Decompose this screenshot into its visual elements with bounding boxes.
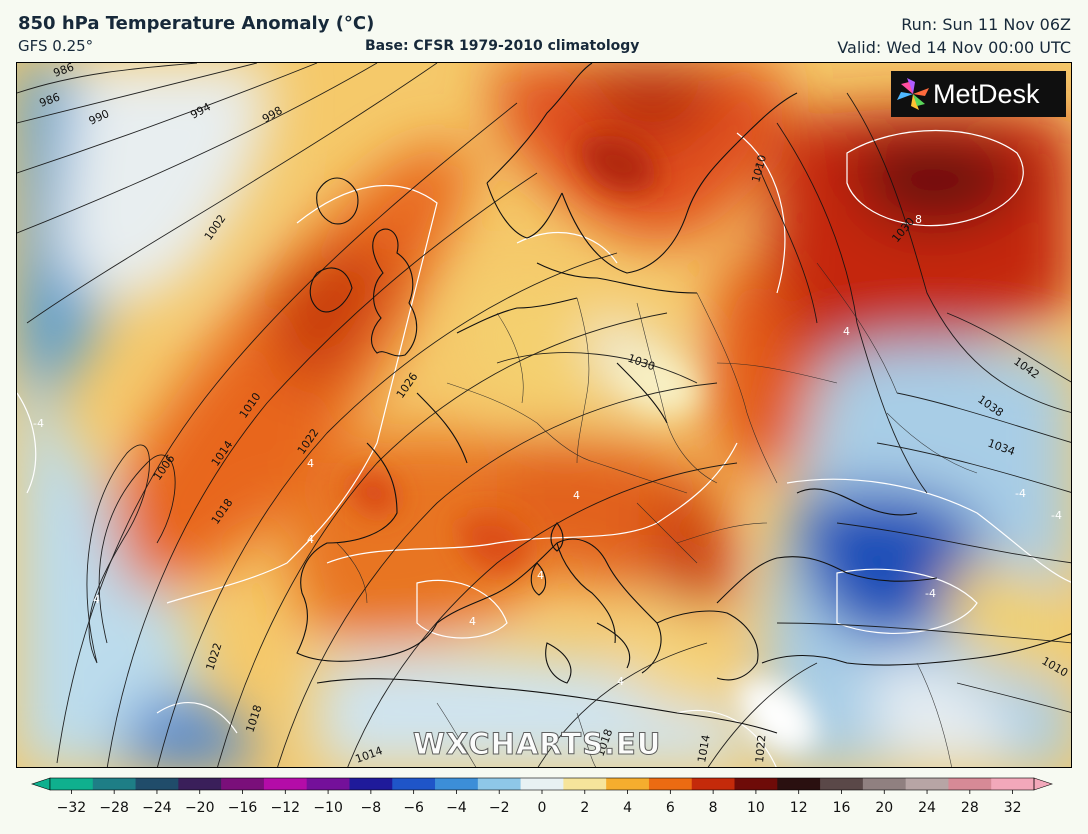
colorbar-swatch — [221, 778, 265, 790]
anomaly-label: 4 — [93, 593, 100, 606]
colorbar-tick-label: 4 — [623, 800, 632, 816]
anomaly-label: 4 — [617, 675, 624, 688]
wxcharts-watermark: WXCHARTS.EU — [412, 727, 662, 762]
colorbar-swatch — [948, 778, 992, 790]
colorbar-swatch — [563, 778, 607, 790]
colorbar-swatch — [306, 778, 350, 790]
colorbar-tick-label: 20 — [875, 800, 893, 816]
metdesk-pinwheel-icon — [897, 78, 929, 110]
anomaly-label: 4 — [307, 533, 314, 546]
colorbar-swatch — [991, 778, 1035, 790]
colorbar-tick-label: −20 — [185, 800, 215, 816]
colorbar-tick-label: −4 — [446, 800, 467, 816]
colorbar-swatch — [820, 778, 864, 790]
colorbar-tick-label: 12 — [790, 800, 808, 816]
colorbar-swatch — [777, 778, 821, 790]
colorbar-tick-label: −28 — [99, 800, 129, 816]
colorbar-swatch — [50, 778, 94, 790]
colorbar-svg: −32 −28 −24 −20 −16 −12 −10 −8 −6 −4 −2 0 2 4 6 8 10 12 16… — [31, 777, 1053, 816]
colorbar-swatch — [92, 778, 137, 790]
anomaly-label: 4 — [469, 615, 476, 628]
metdesk-logo[interactable]: MetDesk — [891, 71, 1066, 117]
colorbar-swatch — [648, 778, 693, 790]
colorbar-tick-label: −10 — [313, 800, 343, 816]
chart-title: 850 hPa Temperature Anomaly (°C) — [18, 13, 375, 34]
metdesk-logo-text: MetDesk — [933, 78, 1040, 109]
colorbar-tick-label: 8 — [709, 800, 718, 816]
climatology-base-label: Base: CFSR 1979-2010 climatology — [365, 38, 640, 54]
colorbar-tick-label: −32 — [57, 800, 87, 816]
colorbar-swatch — [178, 778, 222, 790]
anomaly-label: 8 — [915, 213, 922, 226]
anomaly-label: -4 — [925, 587, 936, 600]
colorbar-swatch — [435, 778, 479, 790]
colorbar-tick-label: −6 — [403, 800, 424, 816]
colorbar-swatch — [392, 778, 436, 790]
anomaly-label: 4 — [307, 457, 314, 470]
colorbar-tick-label: 10 — [747, 800, 765, 816]
isobar-label: 1022 — [753, 734, 768, 763]
colorbar-arrow-right — [1033, 777, 1053, 791]
colorbar-arrow-left — [31, 777, 51, 791]
anomaly-label: -4 — [1051, 509, 1062, 522]
colorbar-tick-label: −8 — [361, 800, 382, 816]
map-canvas: 986 986 990 994 998 1002 1006 1010 1014 … — [17, 63, 1071, 767]
anomaly-contours — [17, 129, 1071, 767]
temperature-field — [17, 63, 1071, 767]
isobar-label: 1014 — [695, 734, 713, 764]
colorbar-tick-label: 28 — [961, 800, 979, 816]
colorbar-tick-label: −24 — [142, 800, 172, 816]
colorbar-swatch — [606, 778, 650, 790]
colorbar-tick-label: −12 — [271, 800, 301, 816]
colorbar-swatch — [691, 778, 736, 790]
anomaly-label: 4 — [843, 325, 850, 338]
anomaly-map[interactable]: 986 986 990 994 998 1002 1006 1010 1014 … — [16, 62, 1072, 768]
colorbar-swatch — [862, 778, 907, 790]
model-label: GFS 0.25° — [18, 37, 94, 55]
isobars — [17, 63, 1071, 767]
colorbar-swatch — [135, 778, 179, 790]
colorbar-tick-label: 24 — [918, 800, 936, 816]
colorbar-tick-label: 32 — [1004, 800, 1022, 816]
coastlines — [296, 63, 1071, 734]
colorbar-tick-label: 2 — [580, 800, 589, 816]
colorbar-legend: −32 −28 −24 −20 −16 −12 −10 −8 −6 −4 −2 0 2 4 6 8 10 12 16… — [16, 770, 1072, 830]
country-borders — [336, 262, 978, 767]
anomaly-label: -4 — [33, 417, 44, 430]
colorbar-swatch — [477, 778, 522, 790]
anomaly-label: 4 — [537, 569, 544, 582]
colorbar-swatch — [349, 778, 393, 790]
valid-time-label: Valid: Wed 14 Nov 00:00 UTC — [837, 38, 1071, 57]
colorbar-tick-label: −16 — [228, 800, 258, 816]
colorbar-swatch — [905, 778, 949, 790]
anomaly-label: -4 — [1015, 487, 1026, 500]
colorbar-tick-label: 6 — [666, 800, 675, 816]
colorbar-swatch — [734, 778, 778, 790]
colorbar-tick-label: −2 — [489, 800, 510, 816]
colorbar-tick-label: 16 — [833, 800, 851, 816]
anomaly-label: 4 — [573, 489, 580, 502]
run-time-label: Run: Sun 11 Nov 06Z — [901, 15, 1071, 34]
colorbar-swatch — [263, 778, 308, 790]
colorbar-swatch — [520, 778, 564, 790]
colorbar-tick-label: 0 — [538, 800, 547, 816]
